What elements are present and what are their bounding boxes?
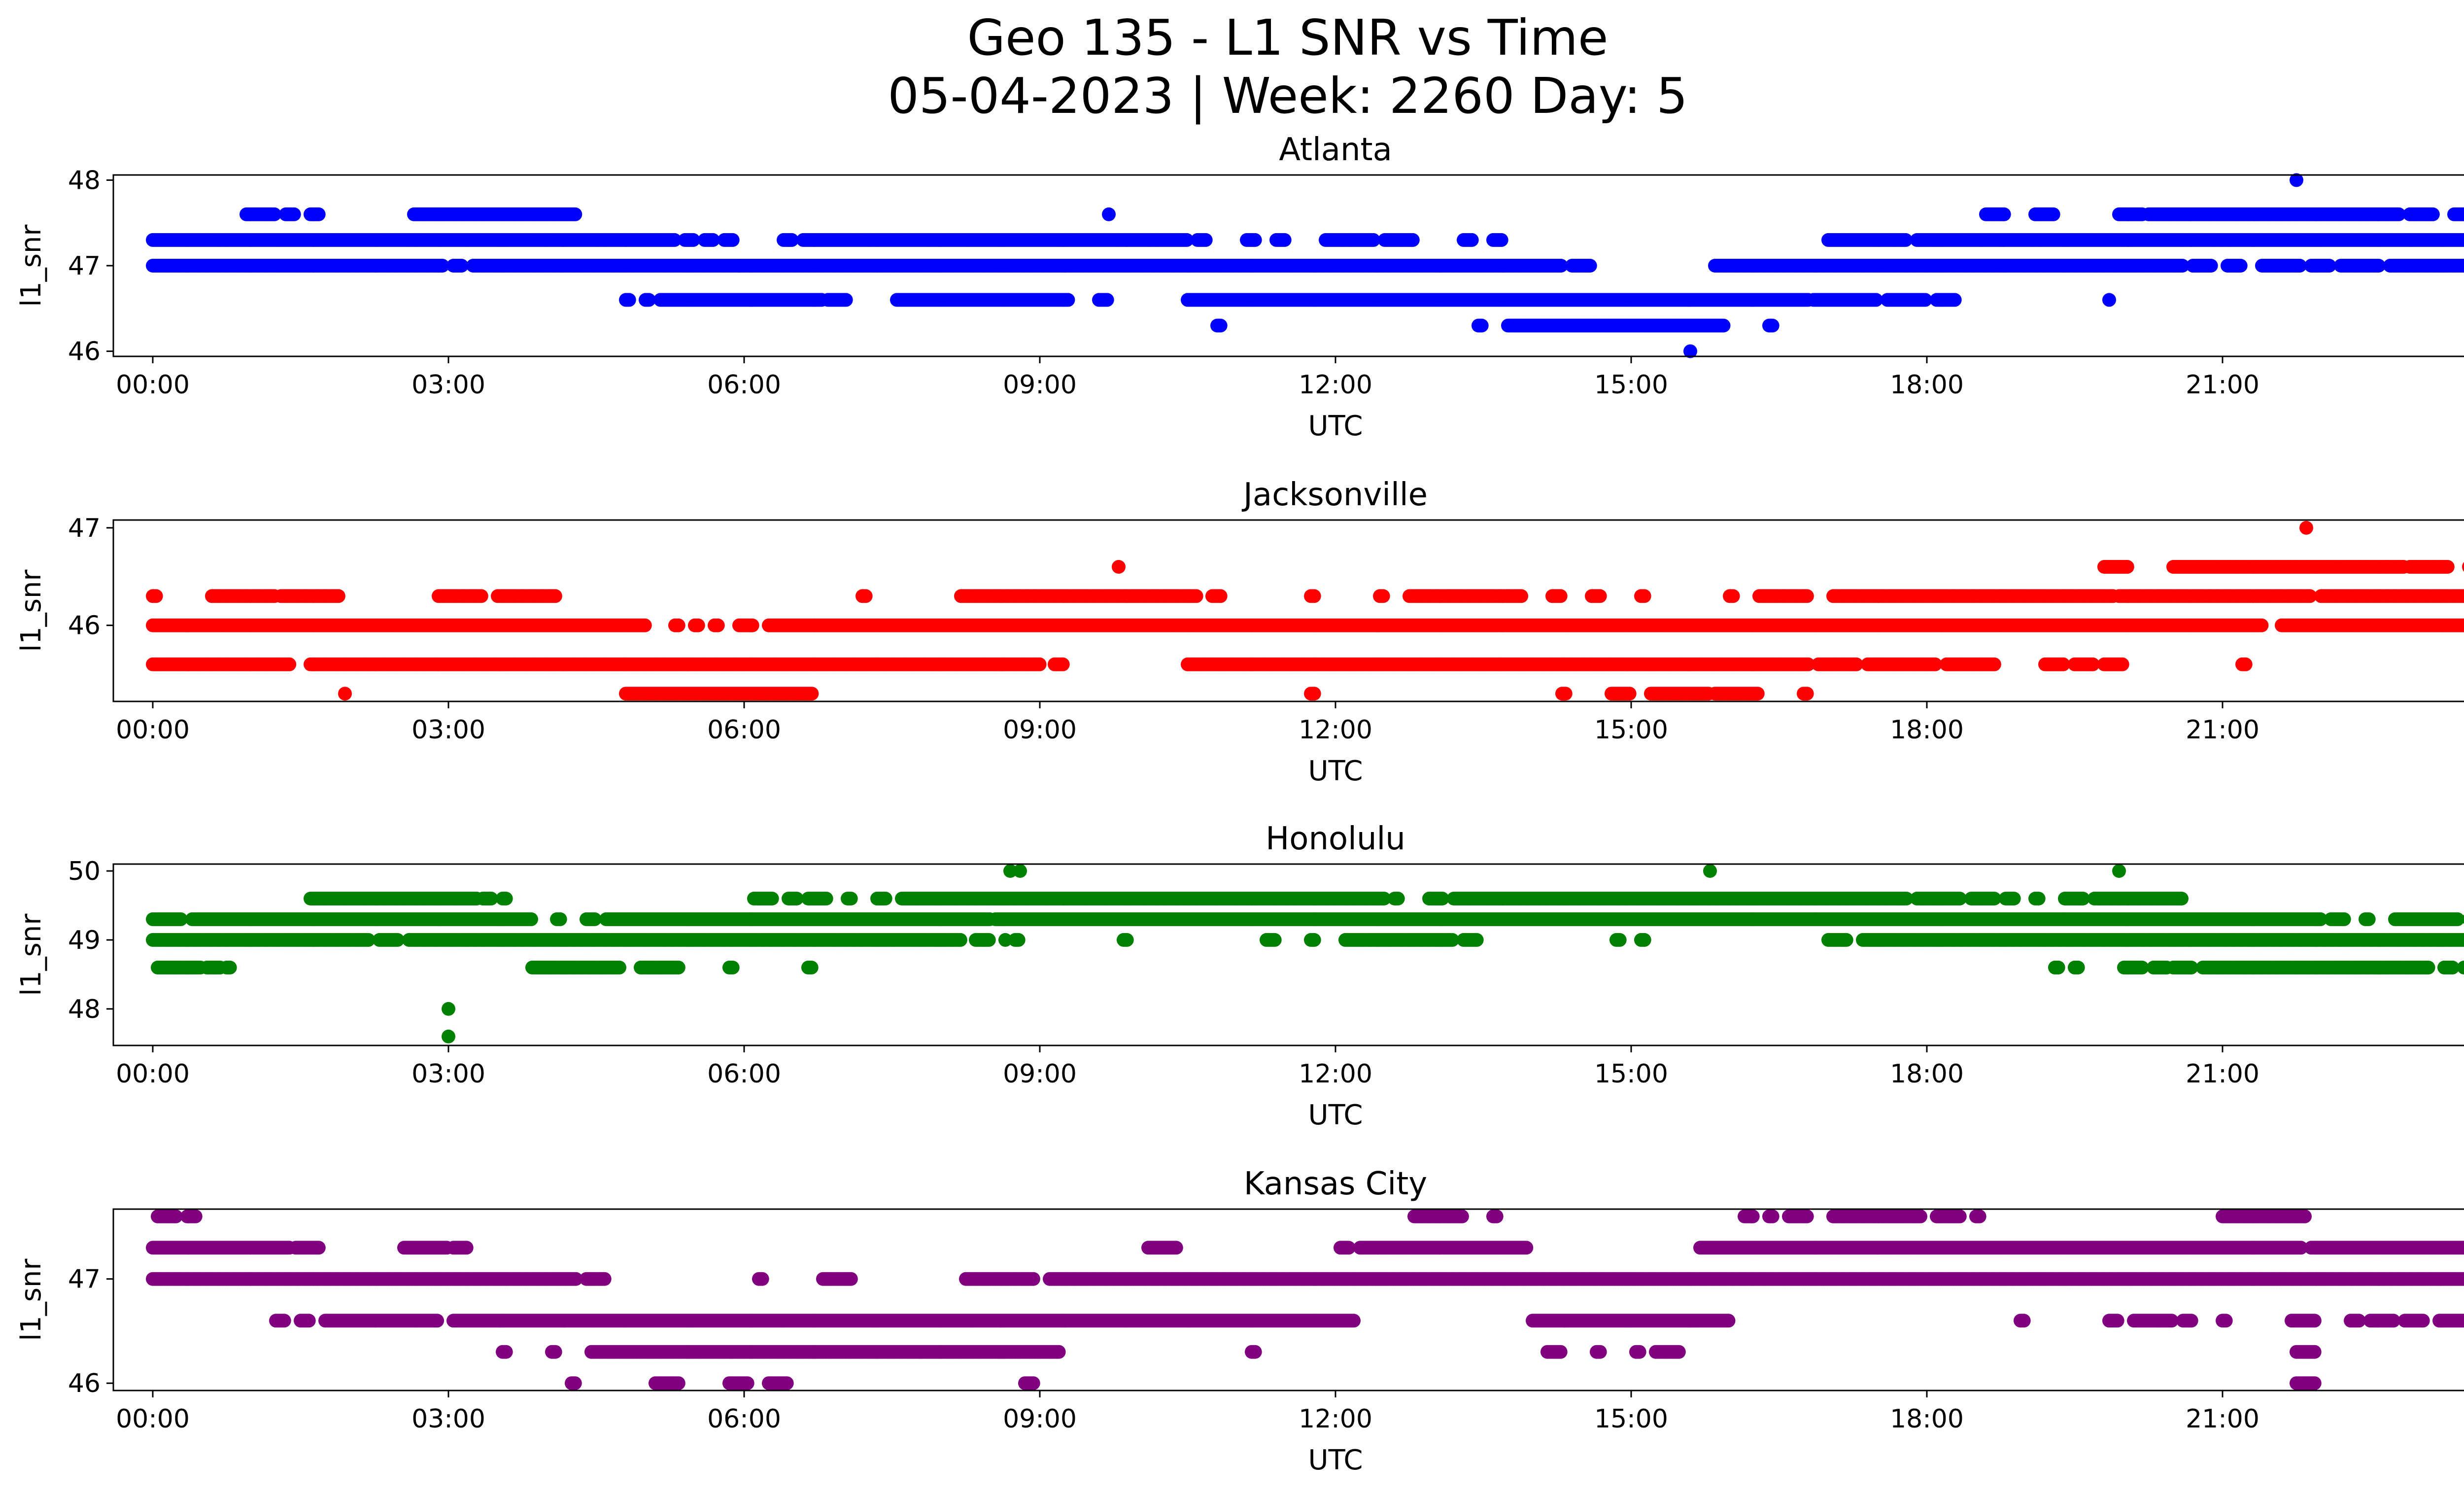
data-point — [1918, 293, 1932, 307]
subplot-0: Atlanta 00:00 03:00 06:00 09:00 12:00 15:00 18:… — [15, 132, 2464, 442]
y-tick-label: 47 — [68, 251, 101, 281]
data-point — [1899, 233, 1913, 247]
data-point — [2204, 259, 2218, 273]
data-point — [2462, 209, 2464, 219]
data-point — [706, 233, 720, 247]
data-point — [1474, 318, 1489, 333]
x-axis-label: UTC — [1308, 410, 1363, 442]
data-point — [1366, 233, 1380, 247]
x-tick-label: 21:00 — [2186, 370, 2259, 400]
subplot-title: Jacksonville — [1241, 477, 1428, 513]
figure-title-line-1: Geo 135 - L1 SNR vs Time — [967, 9, 1608, 67]
y-tick-label: 48 — [68, 166, 101, 195]
data-point — [2102, 293, 2116, 307]
data-point — [454, 259, 469, 273]
data-point — [2322, 259, 2336, 273]
data-point — [435, 259, 449, 273]
y-axis-label: l1_snr — [15, 224, 47, 307]
data-point — [782, 233, 795, 247]
data-point — [1248, 233, 1262, 247]
data-point — [311, 207, 326, 221]
data-point — [622, 293, 636, 307]
data-point — [2392, 207, 2406, 221]
data-point — [1100, 293, 1114, 307]
x-tick-label: 03:00 — [411, 370, 485, 400]
data-point — [711, 618, 725, 632]
x-tick-label: 09:00 — [1003, 370, 1077, 400]
data-point — [1405, 233, 1420, 247]
data-point — [725, 233, 740, 247]
data-point — [671, 618, 685, 632]
data-point — [1554, 259, 1568, 273]
data-point — [287, 207, 301, 221]
data-point — [2426, 207, 2440, 221]
data-point — [686, 233, 700, 247]
data-series — [146, 173, 2464, 358]
y-tick-label: 46 — [68, 337, 101, 367]
data-point — [2046, 207, 2060, 221]
data-point — [839, 293, 853, 307]
data-point — [1869, 293, 1883, 307]
data-point — [1716, 318, 1731, 333]
data-point — [1180, 233, 1194, 247]
data-point — [691, 618, 705, 632]
data-point — [1061, 293, 1075, 307]
data-point — [2293, 259, 2307, 273]
x-tick-label: 15:00 — [1594, 370, 1668, 400]
data-point — [2461, 235, 2464, 245]
data-point — [638, 618, 652, 632]
data-point — [1102, 207, 1116, 221]
data-point — [267, 207, 281, 221]
data-point — [2255, 618, 2269, 632]
data-point — [2175, 259, 2190, 273]
data-series — [146, 521, 2464, 701]
data-point — [2290, 173, 2303, 187]
figure-title: Geo 135 - L1 SNR vs Time 05-04-2023 | We… — [0, 9, 2464, 125]
data-point — [1683, 344, 1697, 358]
data-point — [1277, 233, 1292, 247]
data-point — [667, 233, 682, 247]
data-point — [1494, 233, 1508, 247]
data-point — [1997, 207, 2011, 221]
data-point — [1948, 293, 1962, 307]
data-point — [2462, 621, 2464, 630]
data-point — [1583, 259, 1597, 273]
subplot-title: Atlanta — [1279, 132, 1392, 168]
x-tick-label: 18:00 — [1890, 370, 1964, 400]
data-point — [2371, 259, 2386, 273]
data-point — [1465, 233, 1479, 247]
data-point — [1765, 318, 1780, 333]
data-point — [1198, 233, 1213, 247]
data-point — [568, 207, 582, 221]
x-tick-label: 00:00 — [116, 370, 190, 400]
data-point — [2233, 259, 2248, 273]
data-point — [745, 618, 759, 632]
data-point — [642, 293, 656, 307]
figure-title-line-2: 05-04-2023 | Week: 2260 Day: 5 — [888, 67, 1688, 125]
x-tick-label: 12:00 — [1299, 370, 1372, 400]
x-tick-label: 06:00 — [707, 370, 781, 400]
data-point — [1213, 318, 1228, 333]
data-point — [2462, 261, 2464, 271]
data-point — [732, 259, 746, 273]
